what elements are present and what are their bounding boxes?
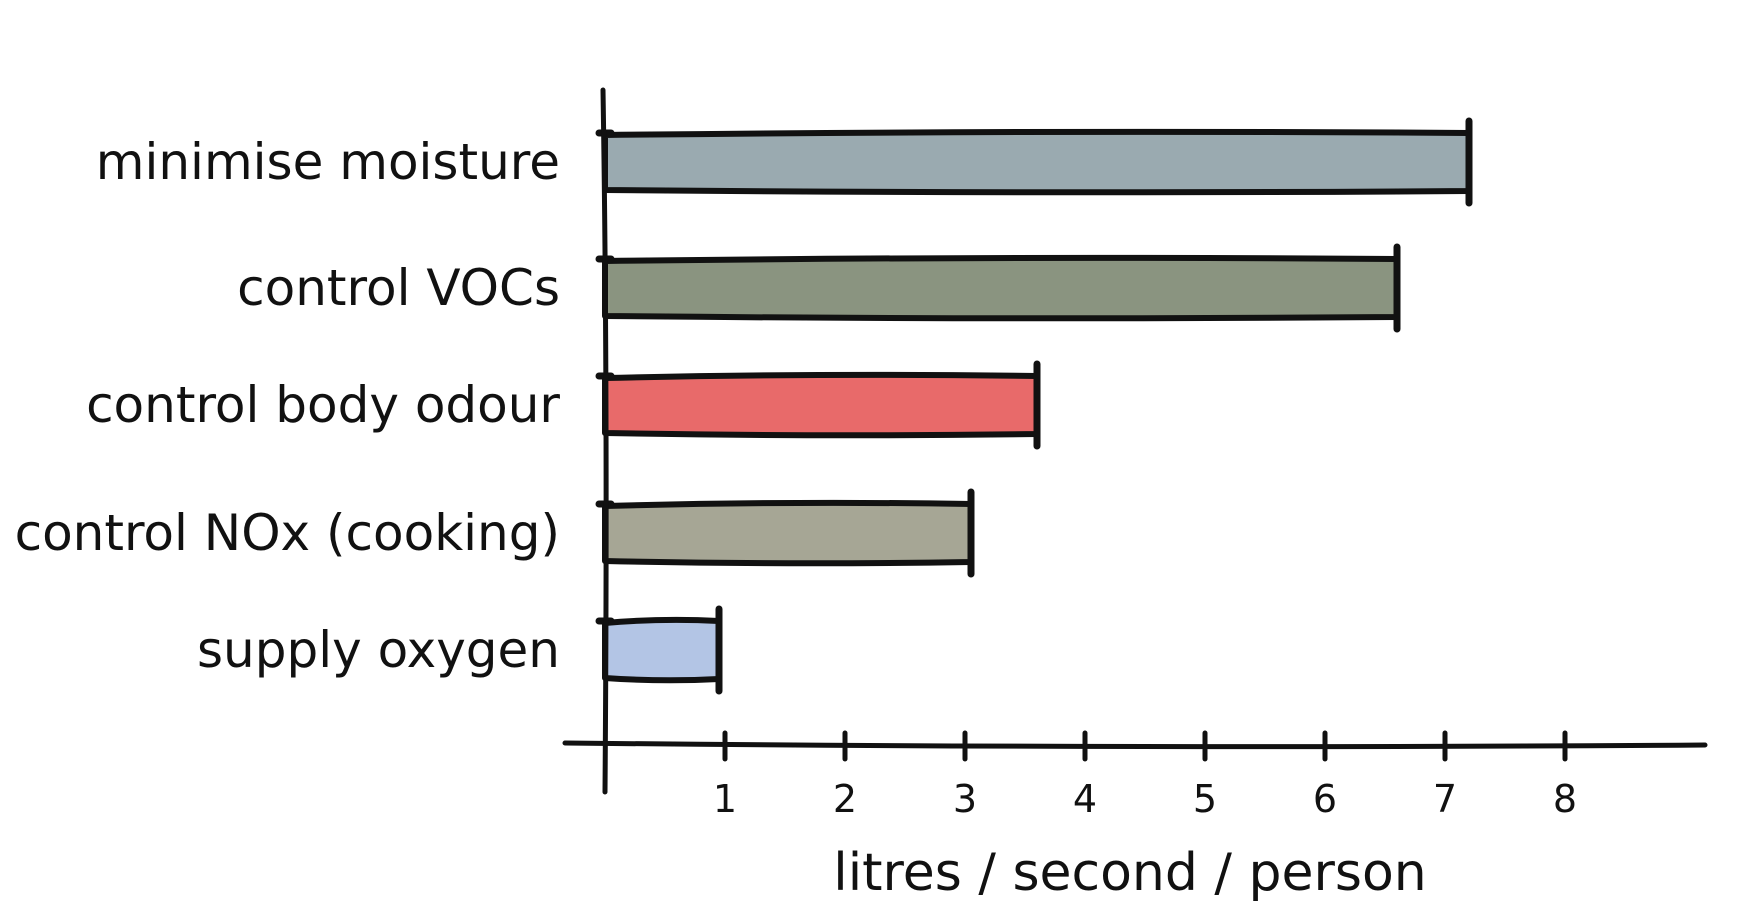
y-axis-line	[600, 87, 609, 795]
category-label: control VOCs	[237, 259, 560, 317]
bar	[602, 499, 974, 567]
bar-group	[595, 360, 1041, 450]
x-axis	[562, 87, 1708, 795]
x-tick-label: 1	[713, 777, 737, 821]
bar	[602, 616, 722, 684]
x-axis-ticks: 1 2 3 4 5 6 7 8	[713, 730, 1577, 821]
bar	[602, 371, 1040, 439]
category-label: control body odour	[86, 376, 560, 434]
category-label: minimise moisture	[96, 133, 560, 191]
category-label: control NOx (cooking)	[15, 504, 560, 562]
bar-group	[595, 605, 723, 695]
x-axis-title: litres / second / person	[833, 843, 1426, 903]
x-tick-label: 3	[953, 777, 977, 821]
bar-group	[595, 243, 1401, 333]
category-label: supply oxygen	[197, 621, 560, 679]
x-tick-label: 4	[1073, 777, 1097, 821]
bar-group	[595, 488, 975, 578]
bar	[602, 254, 1400, 322]
x-axis-line	[562, 740, 1708, 750]
bar	[602, 128, 1472, 196]
x-tick-label: 7	[1433, 777, 1457, 821]
x-tick-label: 2	[833, 777, 857, 821]
x-tick-label: 5	[1193, 777, 1217, 821]
x-tick-label: 6	[1313, 777, 1337, 821]
x-tick-label: 8	[1553, 777, 1577, 821]
bars-layer	[595, 117, 1473, 695]
category-labels: minimise moisture control VOCs control bod…	[15, 133, 561, 679]
bar-group	[595, 117, 1473, 207]
